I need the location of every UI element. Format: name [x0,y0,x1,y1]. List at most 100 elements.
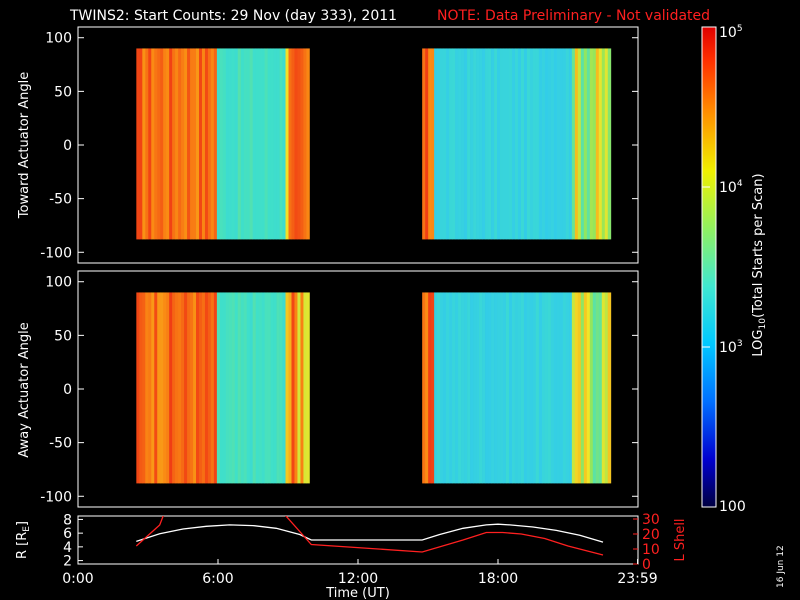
heatmap-cell [503,48,507,240]
heatmap-cell [282,292,286,484]
heatmap-cell [175,48,179,240]
heatmap-cell [547,48,552,240]
heatmap-cell [151,292,155,484]
heatmap-cell [157,48,161,240]
heatmap-cell [213,48,218,240]
heatmap-cell [139,48,143,240]
heatmap-cell [550,48,555,240]
heatmap-cell [446,292,450,484]
heatmap-cell [592,292,597,484]
toward-heatmap-cells [136,48,612,240]
lshell-axis-label: L Shell [673,518,688,561]
heatmap-cell [163,292,167,484]
heatmap-cell [175,292,179,484]
heatmap-cell [157,292,161,484]
heatmap-cell [237,48,242,240]
heatmap-cell [511,48,516,240]
heatmap-cell [181,48,185,240]
heatmap-cell [580,292,585,484]
heatmap-cell [261,48,266,240]
colorbar-ticks: 100 103 104 105 [702,24,746,515]
heatmap-cell [577,292,582,484]
heatmap-cell [479,48,483,240]
heatmap-cell [145,48,149,240]
colorbar-label-log: LOG [751,330,766,357]
heatmap-cell [535,292,540,484]
heatmap-cell [178,292,182,484]
lshell-tick-label: 10 [642,542,660,558]
colorbar: 100 103 104 105 LOG10(Total Starts per Scan… [701,24,768,515]
heatmap-cell [228,292,233,484]
toward-y-ticks: 100 50 0 -50 -100 [40,31,638,261]
y-tick-label: 100 [45,275,72,291]
heatmap-cell [160,48,164,240]
heatmap-cell [243,48,248,240]
heatmap-cell [234,48,239,240]
heatmap-cell [541,48,546,240]
heatmap-cell [476,48,480,240]
heatmap-cell [437,48,441,240]
heatmap-cell [219,292,224,484]
heatmap-cell [598,48,603,240]
heatmap-cell [523,292,528,484]
heatmap-cell [485,48,489,240]
heatmap-cell [148,292,152,484]
y-tick-label: 0 [63,138,72,154]
y-tick-label: 100 [45,31,72,47]
heatmap-cell [464,292,468,484]
heatmap-cell [210,48,215,240]
heatmap-cell [431,292,435,484]
toward-heatmap-panel: 100 50 0 -50 -100 Toward Actuator Angle [17,26,639,264]
heatmap-cell [458,292,462,484]
heatmap-cell [237,292,242,484]
heatmap-cell [508,292,513,484]
heatmap-cell [541,292,546,484]
heatmap-cell [500,48,504,240]
heatmap-cell [422,292,426,484]
heatmap-cell [273,292,277,484]
heatmap-cell [461,48,465,240]
heatmap-cell [252,48,257,240]
r-tick-label: 4 [63,540,72,556]
heatmap-cell [172,48,176,240]
heatmap-cell [139,292,143,484]
colorbar-tick-label: 104 [719,179,743,196]
heatmap-cell [249,48,254,240]
r-axis-label-close: ] [15,521,30,526]
heatmap-cell [279,292,283,484]
heatmap-cell [532,48,537,240]
heatmap-cell [559,48,564,240]
heatmap-cell [207,48,212,240]
heatmap-cell [193,292,197,484]
heatmap-cell [264,292,269,484]
heatmap-cell [264,48,269,240]
heatmap-cell [201,292,206,484]
heatmap-cell [434,48,438,240]
y-tick-label: -50 [49,436,72,452]
lshell-line [135,516,604,556]
heatmap-cell [246,292,251,484]
heatmap-cell [178,48,182,240]
colorbar-tick-label: 105 [719,24,743,41]
heatmap-cell [550,292,555,484]
x-tick-label: 6:00 [202,571,233,587]
heatmap-cell [184,48,188,240]
heatmap-cell [595,48,600,240]
heatmap-cell [520,48,525,240]
heatmap-cell [187,292,191,484]
heatmap-cell [231,292,236,484]
heatmap-cell [300,292,304,484]
heatmap-cell [559,292,564,484]
heatmap-cell [491,292,495,484]
heatmap-cell [604,292,609,484]
heatmap-cell [154,48,158,240]
heatmap-cell [556,48,561,240]
heatmap-cell [577,48,582,240]
colorbar-tick-label: 100 [719,499,746,515]
heatmap-cell [294,48,298,240]
heatmap-cell [181,292,185,484]
heatmap-cell [169,292,173,484]
heatmap-cell [267,292,271,484]
colorbar-tick-label: 103 [719,339,743,356]
